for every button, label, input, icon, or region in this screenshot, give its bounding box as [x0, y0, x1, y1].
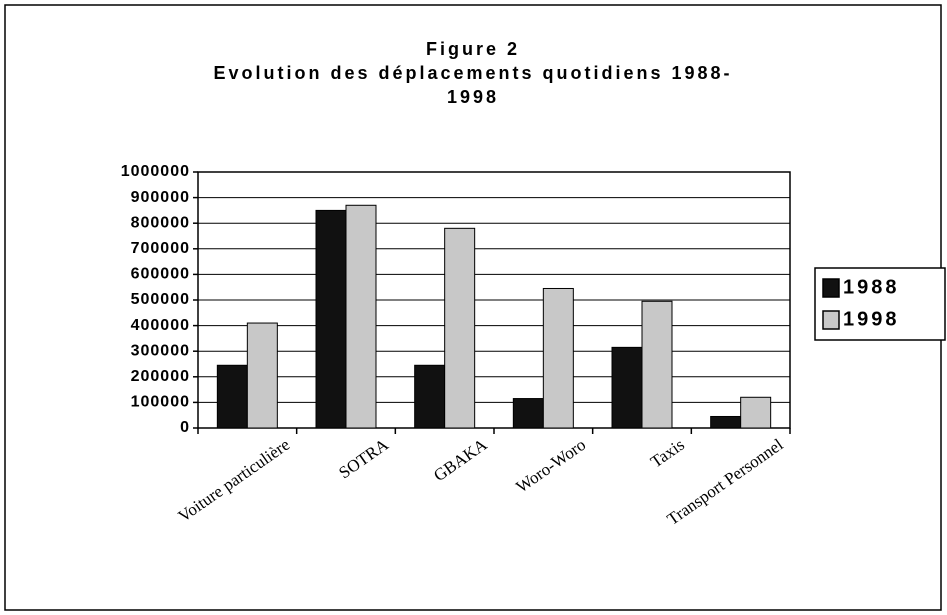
- bar: [611, 346, 643, 429]
- bar: [246, 322, 278, 429]
- y-tick-label: 0: [180, 419, 190, 436]
- y-tick-label: 600000: [131, 266, 190, 283]
- y-tick-label: 900000: [131, 189, 190, 206]
- bar: [444, 227, 476, 429]
- bar: [315, 209, 347, 429]
- bar: [512, 398, 544, 429]
- y-tick-label: 800000: [131, 214, 190, 231]
- legend-label: 1988: [843, 276, 900, 298]
- y-tick-label: 500000: [131, 291, 190, 308]
- legend-swatch: [822, 310, 840, 330]
- bar: [641, 300, 673, 429]
- bar: [710, 415, 742, 429]
- chart-title: 1998: [447, 87, 499, 107]
- legend-label: 1998: [843, 308, 900, 330]
- bar: [740, 396, 772, 429]
- y-tick-label: 100000: [131, 394, 190, 411]
- y-tick-label: 300000: [131, 342, 190, 359]
- bar: [414, 364, 446, 429]
- y-tick-label: 400000: [131, 317, 190, 334]
- y-tick-label: 700000: [131, 240, 190, 257]
- bar: [216, 364, 248, 429]
- chart-title: Figure 2: [426, 39, 520, 59]
- bar: [542, 287, 574, 429]
- legend-swatch: [822, 278, 840, 298]
- chart-title: Evolution des déplacements quotidiens 19…: [213, 63, 732, 83]
- y-tick-label: 1000000: [121, 163, 190, 180]
- bar: [345, 204, 377, 429]
- y-tick-label: 200000: [131, 368, 190, 385]
